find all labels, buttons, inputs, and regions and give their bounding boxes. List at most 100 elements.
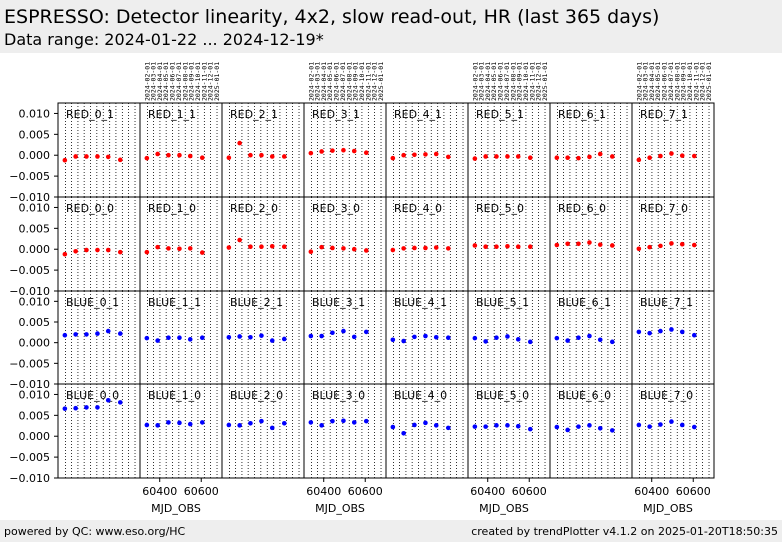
red-data-point bbox=[84, 154, 89, 159]
red-data-point bbox=[412, 245, 417, 251]
red-data-point bbox=[259, 152, 264, 158]
red-data-point bbox=[319, 149, 324, 154]
blue-data-point bbox=[647, 330, 652, 336]
blue-data-point bbox=[515, 423, 521, 429]
y-tick-label: −0.005 bbox=[9, 264, 50, 277]
blue-data-point bbox=[576, 424, 581, 429]
blue-data-point bbox=[587, 333, 592, 339]
red-data-point bbox=[330, 245, 335, 251]
x-tick-label: 60600 bbox=[348, 485, 383, 498]
date-tick-label: 2024-09-01 bbox=[352, 62, 360, 101]
blue-data-point bbox=[308, 333, 314, 339]
blue-data-point bbox=[433, 334, 439, 340]
red-data-point bbox=[269, 154, 275, 159]
date-tick-label: 2024-12-01 bbox=[535, 62, 543, 101]
red-data-point bbox=[95, 247, 100, 253]
date-tick-label: 2024-02-01 bbox=[471, 62, 479, 101]
date-tick-label: 2024-07-01 bbox=[667, 62, 675, 101]
blue-data-point bbox=[237, 423, 242, 428]
blue-data-point bbox=[248, 420, 253, 426]
blue-data-point bbox=[597, 337, 603, 343]
blue-data-point bbox=[319, 333, 324, 339]
trend-plot: RED_0_1 RED_1_1 RED_2_1 RED_3_1 RED_4_1 RED_5… bbox=[9, 62, 715, 515]
blue-data-point bbox=[554, 424, 560, 430]
panel-label: RED_2_1 bbox=[230, 108, 278, 121]
blue-data-point bbox=[330, 418, 335, 424]
blue-data-point bbox=[177, 335, 182, 341]
red-data-point bbox=[363, 150, 369, 156]
date-tick-label: 2024-09-01 bbox=[680, 62, 688, 101]
date-tick-label: 2024-11-01 bbox=[528, 62, 536, 101]
blue-data-point bbox=[144, 335, 150, 341]
panel-label: RED_6_1 bbox=[558, 108, 606, 121]
red-data-point bbox=[95, 154, 100, 159]
blue-data-point bbox=[95, 405, 100, 410]
red-data-point bbox=[226, 155, 232, 161]
panel-label: RED_4_0 bbox=[394, 202, 442, 215]
y-tick-label: 0.005 bbox=[19, 128, 51, 141]
blue-data-point bbox=[144, 422, 150, 428]
date-tick-label: 2024-02-01 bbox=[635, 62, 643, 101]
panel-label: BLUE_0_0 bbox=[66, 389, 119, 402]
x-tick-label: 60400 bbox=[142, 485, 177, 498]
panel-label: RED_5_0 bbox=[476, 202, 524, 215]
blue-data-point bbox=[494, 335, 499, 341]
y-tick-label: −0.010 bbox=[9, 285, 50, 298]
date-tick-label: 2024-07-01 bbox=[503, 62, 511, 101]
y-tick-label: 0.005 bbox=[19, 222, 51, 235]
blue-data-point bbox=[587, 423, 592, 428]
red-data-point bbox=[187, 153, 193, 159]
red-data-point bbox=[259, 244, 264, 250]
y-tick-label: 0.010 bbox=[19, 295, 51, 308]
red-data-point bbox=[658, 243, 663, 249]
blue-data-point bbox=[269, 338, 275, 343]
date-tick-label: 2024-06-01 bbox=[333, 62, 341, 101]
red-data-point bbox=[117, 249, 123, 255]
blue-data-point bbox=[472, 335, 478, 341]
date-tick-label: 2024-03-01 bbox=[149, 62, 157, 101]
y-tick-label: −0.010 bbox=[9, 191, 50, 204]
blue-data-point bbox=[166, 335, 171, 341]
blue-data-point bbox=[401, 338, 406, 344]
red-data-point bbox=[269, 243, 275, 249]
blue-data-point bbox=[330, 330, 335, 336]
blue-data-point bbox=[73, 332, 78, 337]
blue-data-point bbox=[390, 337, 396, 343]
red-data-point bbox=[351, 246, 357, 252]
date-tick-label: 2024-04-01 bbox=[320, 62, 328, 101]
date-tick-label: 2024-02-01 bbox=[143, 62, 151, 101]
blue-data-point bbox=[412, 334, 417, 340]
blue-data-point bbox=[237, 334, 242, 339]
red-data-point bbox=[515, 154, 521, 159]
blue-data-point bbox=[155, 338, 160, 343]
red-data-point bbox=[647, 244, 652, 250]
panel-label: BLUE_6_1 bbox=[558, 296, 611, 309]
red-data-point bbox=[281, 154, 287, 159]
date-tick-label: 2024-05-01 bbox=[162, 62, 170, 101]
red-data-point bbox=[527, 155, 533, 161]
blue-data-point bbox=[155, 423, 160, 428]
x-tick-label: 60600 bbox=[676, 485, 711, 498]
red-data-point bbox=[597, 242, 603, 247]
blue-data-point bbox=[281, 420, 287, 426]
blue-data-point bbox=[259, 333, 264, 338]
blue-data-point bbox=[483, 424, 488, 429]
blue-data-point bbox=[187, 337, 193, 342]
red-data-point bbox=[226, 245, 232, 250]
red-data-point bbox=[576, 241, 581, 247]
y-tick-label: 0.010 bbox=[19, 388, 51, 401]
blue-data-point bbox=[679, 329, 685, 335]
y-tick-label: 0.000 bbox=[19, 337, 51, 350]
blue-data-point bbox=[565, 427, 570, 433]
red-data-point bbox=[308, 150, 314, 156]
panel-label: BLUE_3_1 bbox=[312, 296, 365, 309]
red-data-point bbox=[341, 246, 346, 251]
y-tick-label: 0.000 bbox=[19, 243, 51, 256]
y-tick-label: 0.000 bbox=[19, 149, 51, 162]
blue-data-point bbox=[281, 336, 287, 342]
panel-label: RED_2_0 bbox=[230, 202, 278, 215]
footer-credit-link[interactable]: powered by QC: www.eso.org/HC bbox=[4, 525, 186, 538]
red-data-point bbox=[433, 151, 439, 157]
data-range-subtitle: Data range: 2024-01-22 ... 2024-12-19* bbox=[4, 30, 324, 49]
date-tick-label: 2025-01-01 bbox=[541, 62, 549, 101]
